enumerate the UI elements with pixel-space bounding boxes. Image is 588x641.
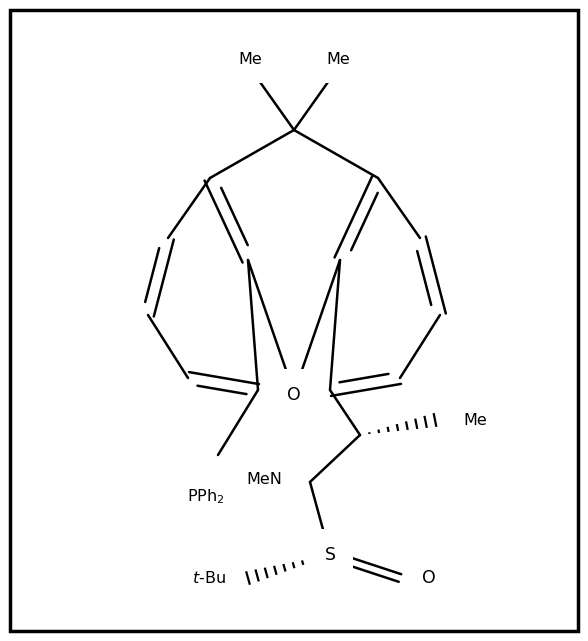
Text: S: S (325, 546, 336, 564)
Text: Me: Me (463, 413, 487, 428)
Text: Me: Me (238, 52, 262, 67)
FancyBboxPatch shape (10, 10, 578, 631)
Text: MeN: MeN (246, 472, 282, 487)
Text: O: O (422, 569, 436, 587)
Text: $t$-Bu: $t$-Bu (192, 570, 226, 586)
Text: PPh$_2$: PPh$_2$ (187, 487, 225, 506)
Text: Me: Me (326, 52, 350, 67)
Text: O: O (287, 386, 301, 404)
